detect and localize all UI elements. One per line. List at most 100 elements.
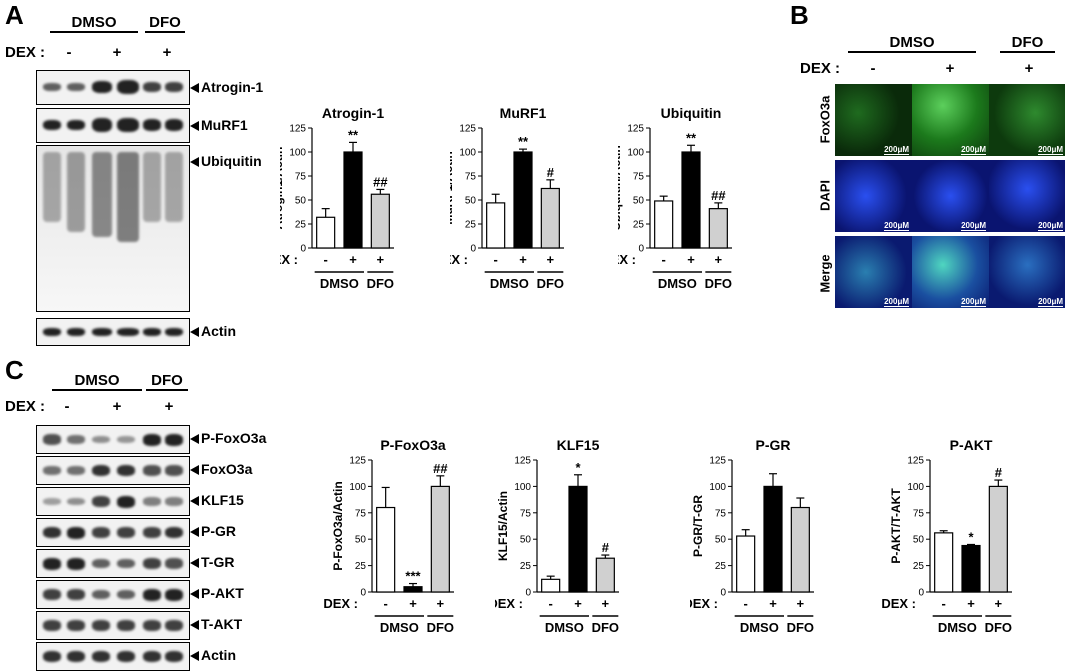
significance-mark: ## bbox=[373, 174, 388, 189]
sign-minus: - bbox=[64, 398, 70, 415]
micro-row-foxo3a: FoxO3a bbox=[817, 95, 833, 144]
sign-plus: + bbox=[112, 398, 122, 415]
bar bbox=[541, 578, 561, 593]
bar bbox=[961, 544, 981, 593]
significance-mark: ## bbox=[711, 188, 726, 203]
bar bbox=[568, 485, 588, 593]
y-tick-label: 125 bbox=[627, 124, 644, 135]
chart-title: Atrogin-1 bbox=[322, 108, 384, 121]
micrograph-merge-dmso-plus: 200μM bbox=[912, 236, 989, 308]
bar bbox=[343, 151, 363, 249]
group-label-dfo: DFO bbox=[705, 276, 732, 291]
dex-sign: + bbox=[797, 596, 805, 611]
micro-row-dapi: DAPI bbox=[817, 179, 833, 212]
blot-label-t-gr: T-GR bbox=[190, 554, 234, 570]
group-label-dfo: DFO bbox=[537, 276, 564, 291]
y-tick-label: 125 bbox=[349, 456, 366, 467]
dex-sign: - bbox=[323, 252, 327, 267]
micro-row-merge: Merge bbox=[817, 254, 833, 293]
micrograph-dapi-dmso-plus: 200μM bbox=[912, 160, 989, 232]
blot-label-murf1: MuRF1 bbox=[190, 117, 248, 133]
blot-actin bbox=[36, 642, 190, 671]
bar bbox=[790, 506, 810, 593]
bar bbox=[376, 506, 396, 593]
blot-murf1 bbox=[36, 108, 190, 143]
bar bbox=[370, 193, 390, 249]
dex-sign: + bbox=[967, 596, 975, 611]
y-tick-label: 100 bbox=[627, 148, 644, 159]
chart-p-akt: P-AKT P-AKT/T-AKT 0 25 50 75 100 125 - * + # + DEX : D… bbox=[881, 440, 1012, 635]
chart-title: P-FoxO3a bbox=[380, 440, 446, 453]
significance-mark: # bbox=[547, 165, 555, 180]
group-dfo-a: DFO bbox=[145, 14, 185, 33]
chart-klf15: KLF15 KLF15/Actin 0 25 50 75 100 125 - * + # + DEX : D… bbox=[495, 440, 619, 635]
dex-sign: + bbox=[409, 596, 417, 611]
bar bbox=[403, 586, 423, 593]
group-label-dmso: DMSO bbox=[490, 276, 529, 291]
y-axis-label: Ubiquitin/Actin bbox=[618, 145, 623, 230]
blot-p-gr bbox=[36, 518, 190, 547]
y-tick-label: 75 bbox=[715, 508, 727, 519]
dex-label: DEX : bbox=[495, 596, 523, 611]
panel-letter-a: A bbox=[5, 0, 24, 30]
y-tick-label: 0 bbox=[638, 244, 644, 255]
dex-sign: + bbox=[437, 596, 445, 611]
significance-mark: ** bbox=[348, 127, 359, 142]
panel-letter-b: B bbox=[790, 0, 809, 30]
significance-mark: # bbox=[995, 465, 1003, 480]
dex-label: DEX : bbox=[323, 596, 358, 611]
bar bbox=[681, 151, 701, 249]
bar bbox=[654, 200, 674, 249]
dex-label: DEX : bbox=[881, 596, 916, 611]
bar bbox=[988, 485, 1008, 593]
bar bbox=[486, 202, 506, 249]
significance-mark: ** bbox=[518, 134, 529, 149]
blot-klf15 bbox=[36, 487, 190, 516]
chart-ubiquitin: Ubiquitin Ubiquitin/Actin 0 25 50 75 100 125 - **… bbox=[618, 108, 732, 291]
y-tick-label: 75 bbox=[520, 508, 532, 519]
significance-mark: ## bbox=[433, 461, 448, 476]
blot-t-akt bbox=[36, 611, 190, 640]
chart-title: KLF15 bbox=[557, 440, 600, 453]
y-tick-label: 75 bbox=[633, 172, 645, 183]
blot-label-ubiquitin: Ubiquitin bbox=[190, 153, 262, 169]
dex-sign: + bbox=[995, 596, 1003, 611]
blot-atrogin1 bbox=[36, 70, 190, 105]
dex-sign: + bbox=[519, 252, 527, 267]
y-tick-label: 75 bbox=[465, 172, 477, 183]
chart-title: MuRF1 bbox=[500, 108, 547, 121]
group-dmso-b: DMSO bbox=[848, 34, 976, 53]
dex-sign: + bbox=[377, 252, 385, 267]
group-label-dmso: DMSO bbox=[380, 620, 419, 635]
group-label-dfo: DFO bbox=[427, 620, 454, 635]
group-label-dmso: DMSO bbox=[658, 276, 697, 291]
dex-label-b: DEX : bbox=[800, 60, 841, 77]
sign-plus: + bbox=[1024, 60, 1034, 77]
dex-sign: + bbox=[769, 596, 777, 611]
dex-label: DEX : bbox=[450, 252, 468, 267]
chart-title: P-GR bbox=[756, 440, 791, 453]
dex-sign: - bbox=[548, 596, 552, 611]
y-tick-label: 50 bbox=[295, 196, 307, 207]
bar bbox=[934, 532, 954, 593]
significance-mark: *** bbox=[405, 569, 421, 584]
blot-actin-a bbox=[36, 318, 190, 346]
chart-title: Ubiquitin bbox=[661, 108, 722, 121]
y-tick-label: 0 bbox=[525, 588, 531, 599]
blot-p-akt bbox=[36, 580, 190, 609]
blot-label-p-gr: P-GR bbox=[190, 523, 236, 539]
micrograph-foxo3a-dmso-plus: 200μM bbox=[912, 84, 989, 156]
y-tick-label: 125 bbox=[514, 456, 531, 467]
chart-p-gr: P-GR P-GR/T-GR 0 25 50 75 100 125 - + + DEX : DMSO DF… bbox=[690, 440, 814, 635]
y-axis-label: Atrogin1/Actin bbox=[280, 147, 285, 230]
group-label-dfo: DFO bbox=[787, 620, 814, 635]
group-dfo-c: DFO bbox=[146, 372, 188, 391]
y-tick-label: 100 bbox=[514, 482, 531, 493]
group-label-dmso: DMSO bbox=[320, 276, 359, 291]
group-dmso-a: DMSO bbox=[50, 14, 138, 33]
sign-minus: - bbox=[66, 44, 72, 61]
y-tick-label: 100 bbox=[907, 482, 924, 493]
dex-sign: + bbox=[547, 252, 555, 267]
y-tick-label: 125 bbox=[709, 456, 726, 467]
y-tick-label: 25 bbox=[465, 220, 477, 231]
